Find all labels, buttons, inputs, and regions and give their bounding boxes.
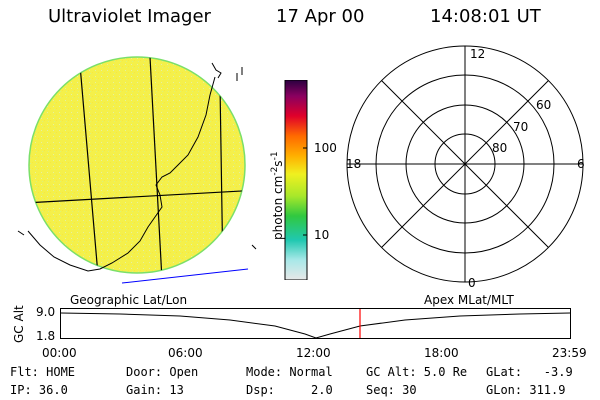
- earth-disk: [28, 56, 246, 274]
- altitude-timeline: [60, 308, 571, 339]
- date-label: 17 Apr 00: [276, 6, 365, 27]
- status-flt: Flt: HOME: [10, 365, 76, 379]
- status-glat: GLat: -3.9: [486, 365, 573, 379]
- colorbar-tick-100: 100: [314, 141, 337, 155]
- limb-line: [121, 268, 249, 284]
- status-door: Door: Open: [126, 365, 199, 379]
- mlt-label-12: 12: [470, 47, 486, 61]
- timeline-right-title: Apex MLat/MLT: [424, 293, 514, 307]
- colorbar: [284, 80, 308, 280]
- altitude-curve: [60, 312, 571, 339]
- x-tick-2359: 23:59: [552, 346, 587, 360]
- y-tick-9: 9.0: [36, 305, 56, 319]
- mlt-label-6: 6: [577, 157, 585, 171]
- polar-grid-plot: [346, 45, 584, 283]
- status-seq: Seq: 30: [366, 383, 417, 397]
- x-tick-1200: 12:00: [296, 346, 331, 360]
- longitude-line: [149, 57, 163, 273]
- x-tick-1800: 18:00: [424, 346, 459, 360]
- y-tick-1-8: 1.8: [36, 329, 56, 343]
- colorbar-unit-label: photon cm-2s-1: [270, 151, 285, 240]
- status-gc-alt: GC Alt: 5.0 Re: [366, 365, 468, 379]
- unit-text: photon cm: [271, 175, 285, 240]
- latitude-line: [29, 189, 245, 204]
- lat-label-60: 60: [536, 98, 552, 112]
- status-dsp: Dsp: 2.0: [246, 383, 333, 397]
- unit-exponent-1: -2: [270, 166, 280, 176]
- earth-image-panel: [17, 56, 257, 284]
- coastline-fragment: [211, 62, 222, 79]
- status-glon: GLon: 311.9: [486, 383, 566, 397]
- time-label: 14:08:01 UT: [430, 6, 541, 27]
- instrument-title: Ultraviolet Imager: [48, 6, 211, 27]
- status-gain: Gain: 13: [126, 383, 184, 397]
- timeline-axis-label: GC Alt: [12, 305, 26, 343]
- lat-label-70: 70: [513, 120, 529, 134]
- status-mode: Mode: Normal: [246, 365, 333, 379]
- timeline-left-title: Geographic Lat/Lon: [70, 293, 188, 307]
- mlt-label-0: 0: [468, 276, 476, 290]
- unit-exponent-2: -1: [270, 151, 280, 161]
- mlt-label-18: 18: [346, 157, 362, 171]
- tick-marks: [17, 67, 257, 250]
- longitude-line: [79, 64, 99, 273]
- unit-s: s: [271, 160, 285, 167]
- coastline: [27, 76, 216, 272]
- lat-label-80: 80: [492, 141, 508, 155]
- status-ip: IP: 36.0: [10, 383, 68, 397]
- colorbar-tick-10: 10: [314, 228, 330, 242]
- x-tick-0000: 00:00: [42, 346, 77, 360]
- x-tick-0600: 06:00: [168, 346, 203, 360]
